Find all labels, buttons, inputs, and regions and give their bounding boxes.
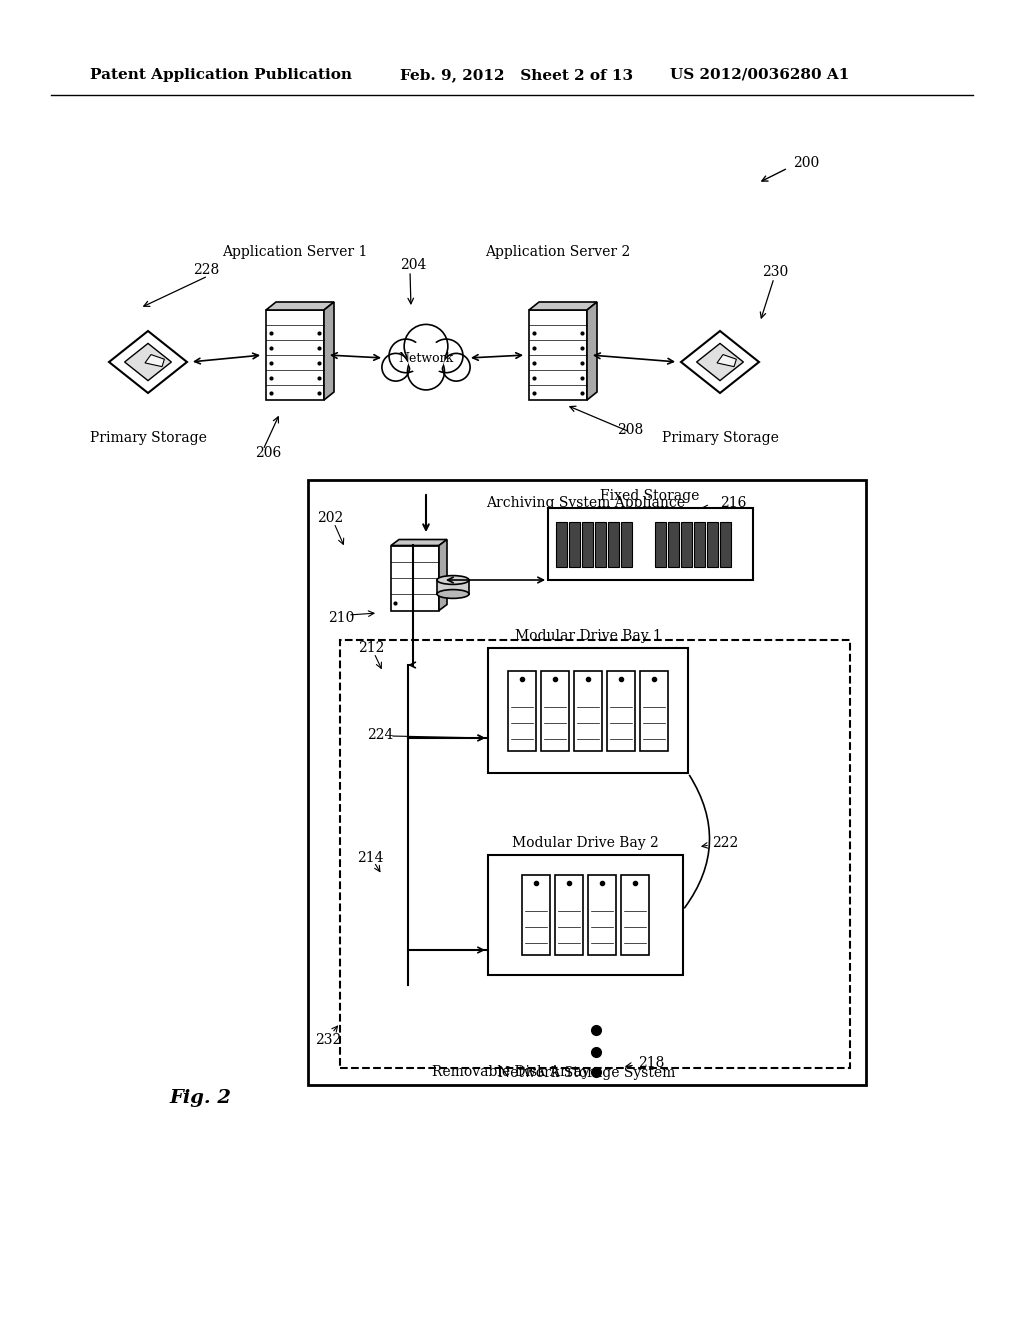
Bar — [391, 545, 439, 610]
Polygon shape — [125, 343, 171, 380]
Polygon shape — [529, 302, 597, 310]
Circle shape — [442, 354, 470, 381]
Text: 216: 216 — [720, 496, 746, 510]
Ellipse shape — [437, 590, 469, 598]
Bar — [437, 579, 469, 594]
Bar — [556, 521, 567, 566]
Text: Network: Network — [398, 351, 454, 364]
Text: 214: 214 — [357, 851, 384, 865]
Polygon shape — [717, 355, 736, 367]
Ellipse shape — [437, 576, 469, 585]
Circle shape — [408, 352, 444, 389]
Bar — [621, 521, 632, 566]
Bar — [529, 310, 587, 400]
Text: Application Server 2: Application Server 2 — [485, 246, 631, 259]
Bar — [720, 521, 731, 566]
Text: Application Server 1: Application Server 1 — [222, 246, 368, 259]
Bar — [266, 310, 324, 400]
Text: Feb. 9, 2012   Sheet 2 of 13: Feb. 9, 2012 Sheet 2 of 13 — [400, 69, 633, 82]
Bar — [574, 671, 602, 751]
Bar — [707, 521, 718, 566]
Text: Removable Disk Array: Removable Disk Array — [432, 1065, 590, 1078]
Text: 230: 230 — [762, 265, 788, 279]
Text: 200: 200 — [793, 156, 819, 170]
Text: Modular Drive Bay 2: Modular Drive Bay 2 — [512, 836, 658, 850]
Bar — [668, 521, 679, 566]
Text: 212: 212 — [358, 642, 384, 655]
Bar — [595, 521, 606, 566]
Bar — [548, 508, 753, 579]
Polygon shape — [266, 302, 334, 310]
Polygon shape — [109, 331, 187, 393]
Text: 202: 202 — [317, 511, 343, 525]
Text: 224: 224 — [367, 729, 393, 742]
Bar — [308, 480, 866, 1085]
Bar — [655, 521, 666, 566]
Text: Primary Storage: Primary Storage — [89, 432, 207, 445]
Polygon shape — [145, 355, 165, 367]
Bar — [582, 521, 593, 566]
Text: 210: 210 — [328, 611, 354, 624]
Polygon shape — [681, 331, 759, 393]
Bar — [607, 671, 635, 751]
Bar — [508, 671, 536, 751]
Bar — [569, 521, 580, 566]
Polygon shape — [696, 343, 743, 380]
Text: Archiving System Appliance: Archiving System Appliance — [486, 496, 685, 510]
Bar — [588, 875, 616, 954]
Polygon shape — [587, 302, 597, 400]
Text: Fixed Storage: Fixed Storage — [600, 488, 699, 503]
Bar — [340, 640, 850, 1068]
Text: 222: 222 — [712, 836, 738, 850]
Text: 218: 218 — [638, 1056, 665, 1071]
Text: 206: 206 — [255, 446, 282, 459]
Text: 204: 204 — [400, 257, 426, 272]
Polygon shape — [324, 302, 334, 400]
Text: 228: 228 — [193, 263, 219, 277]
Circle shape — [404, 325, 447, 368]
Circle shape — [409, 341, 443, 376]
Circle shape — [429, 339, 463, 372]
Text: Network Storage System: Network Storage System — [499, 1067, 676, 1080]
Bar — [681, 521, 692, 566]
Polygon shape — [391, 540, 447, 545]
Circle shape — [382, 354, 410, 381]
Bar — [522, 875, 550, 954]
Bar — [694, 521, 705, 566]
Text: US 2012/0036280 A1: US 2012/0036280 A1 — [670, 69, 849, 82]
Circle shape — [389, 339, 423, 372]
Bar — [541, 671, 569, 751]
Bar — [488, 648, 688, 774]
Polygon shape — [439, 540, 447, 610]
Text: Fig. 2: Fig. 2 — [169, 1089, 231, 1107]
Bar — [555, 875, 583, 954]
Text: Modular Drive Bay 1: Modular Drive Bay 1 — [515, 630, 662, 643]
Bar — [488, 855, 683, 975]
Text: 208: 208 — [617, 422, 643, 437]
Text: 232: 232 — [315, 1034, 341, 1047]
Bar — [640, 671, 668, 751]
Text: Primary Storage: Primary Storage — [662, 432, 778, 445]
Bar — [608, 521, 618, 566]
Bar — [621, 875, 649, 954]
Text: Patent Application Publication: Patent Application Publication — [90, 69, 352, 82]
